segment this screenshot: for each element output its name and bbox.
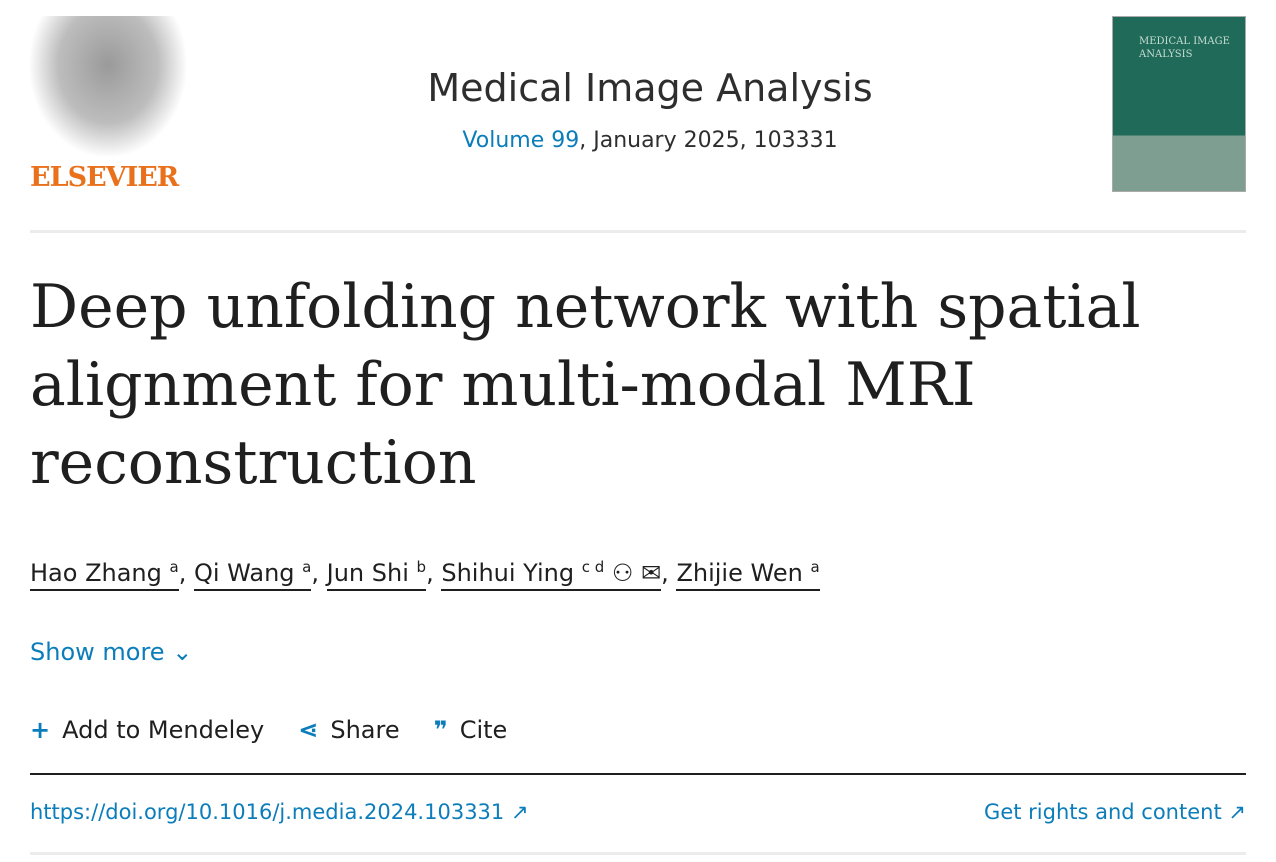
divider [30, 230, 1246, 233]
publisher-wordmark: ELSEVIER [30, 162, 179, 193]
divider [30, 773, 1246, 775]
cite-button[interactable]: ❞ Cite [433, 716, 508, 744]
author-link[interactable]: Qi Wang a [193, 558, 312, 591]
person-icon: ⚇ [611, 559, 634, 587]
show-more-button[interactable]: Show more ⌄ [30, 638, 193, 666]
author-link[interactable]: Jun Shi b [326, 558, 427, 591]
author-list: Hao Zhang a, Qi Wang a, Jun Shi b, Shihu… [30, 558, 820, 591]
author-link[interactable]: Hao Zhang a [30, 558, 179, 591]
article-title: Deep unfolding network with spatial alig… [30, 272, 1141, 498]
email-icon: ✉ [641, 559, 662, 587]
rights-link[interactable]: Get rights and content ↗ [984, 800, 1246, 824]
journal-cover[interactable]: MEDICAL IMAGE ANALYSIS [1112, 16, 1246, 192]
add-to-mendeley-button[interactable]: + Add to Mendeley [30, 716, 265, 744]
external-arrow-icon: ↗ [1228, 800, 1246, 824]
journal-title[interactable]: Medical Image Analysis [427, 66, 873, 110]
divider [30, 852, 1246, 855]
tree-emblem-icon [30, 16, 186, 156]
cover-title: MEDICAL IMAGE ANALYSIS [1139, 36, 1230, 60]
volume-link[interactable]: Volume 99 [462, 128, 580, 153]
issue-info: , January 2025, 103331 [579, 128, 838, 153]
share-button[interactable]: ⋖ Share [298, 716, 400, 744]
chevron-down-icon: ⌄ [172, 638, 193, 666]
doi-link[interactable]: https://doi.org/10.1016/j.media.2024.103… [30, 800, 529, 824]
plus-icon: + [30, 716, 51, 744]
article-actions: + Add to Mendeley ⋖ Share ❞ Cite [30, 716, 507, 744]
volume-info: Volume 99, January 2025, 103331 [300, 128, 1000, 153]
author-link[interactable]: Shihui Ying c d ⚇ ✉ [441, 558, 662, 591]
share-icon: ⋖ [298, 716, 319, 744]
author-link[interactable]: Zhijie Wen a [676, 558, 820, 591]
external-arrow-icon: ↗ [510, 800, 529, 824]
quote-icon: ❞ [433, 716, 448, 744]
elsevier-logo[interactable]: ELSEVIER [30, 16, 188, 194]
